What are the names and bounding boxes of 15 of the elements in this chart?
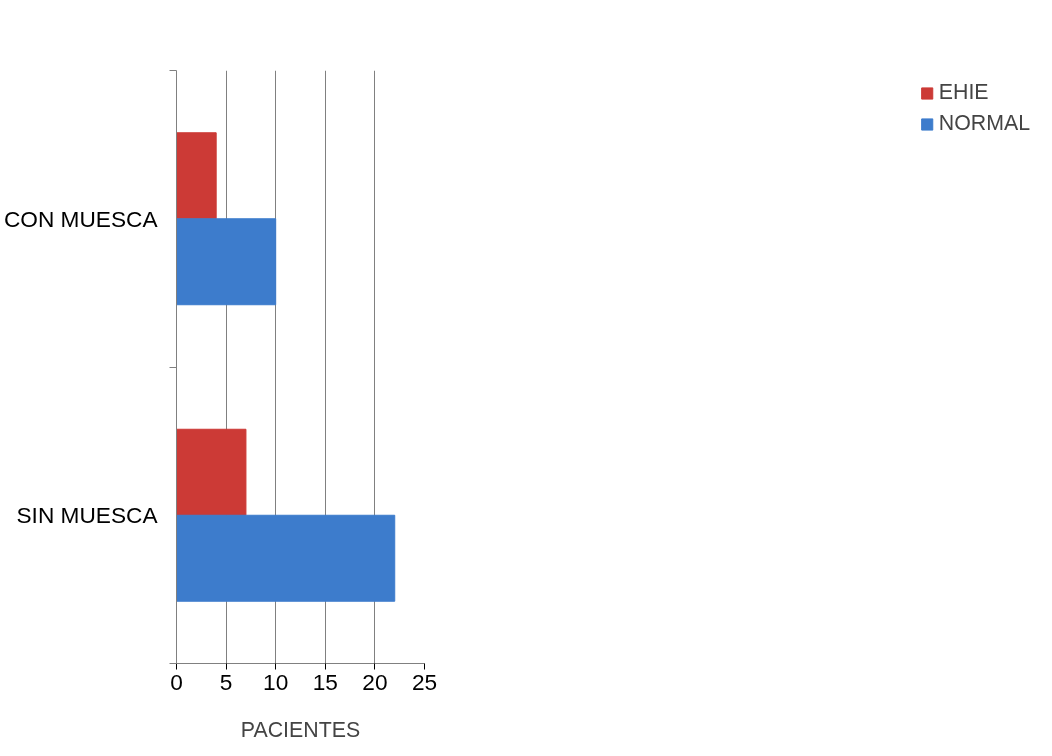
x-tick-label: 10 xyxy=(263,668,289,695)
x-tick-label: 25 xyxy=(411,668,438,695)
x-tick-label: 20 xyxy=(362,668,388,695)
x-axis-title: PACIENTES xyxy=(240,717,361,742)
x-tick-label: 0 xyxy=(170,668,183,695)
bar xyxy=(176,132,217,220)
legend-label: NORMAL xyxy=(938,111,1030,136)
x-tick-label: 15 xyxy=(312,668,338,695)
bar xyxy=(176,218,277,306)
bar xyxy=(176,514,396,602)
y-tick-label: CON MUESCA xyxy=(3,205,159,232)
legend-label: EHIE xyxy=(938,80,989,105)
bar xyxy=(176,428,247,516)
y-tick-label: SIN MUESCA xyxy=(16,502,159,529)
x-tick-label: 5 xyxy=(219,668,233,695)
